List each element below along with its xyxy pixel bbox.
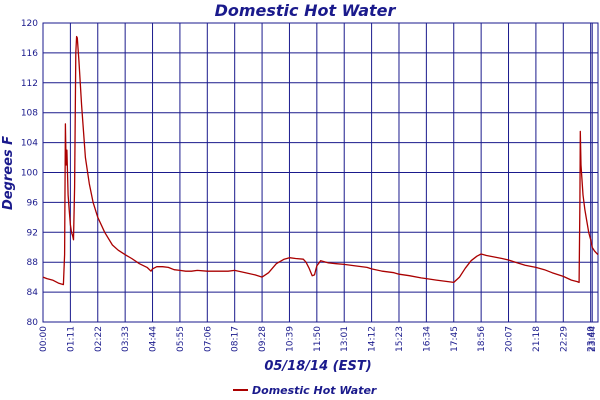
y-tick-label: 80 (27, 318, 39, 328)
x-tick-label: 23:40 (587, 326, 597, 352)
grid (42, 22, 598, 323)
x-tick-label: 02:22 (94, 326, 104, 352)
legend: Domestic Hot Water (233, 384, 377, 397)
y-axis-label: Degrees F (1, 136, 16, 210)
y-tick-label: 84 (27, 288, 39, 298)
series-layer (42, 35, 599, 286)
x-axis-label: 05/18/14 (EST) (264, 359, 371, 374)
x-tick-label: 10:39 (285, 326, 295, 352)
x-tick-label: 08:17 (231, 326, 241, 352)
x-tick-label: 04:44 (149, 326, 159, 352)
x-tick-label: 11:50 (313, 326, 323, 352)
y-tick-label: 88 (27, 258, 39, 268)
x-tick-label: 23:44 (588, 326, 598, 352)
plot-frame (42, 22, 599, 323)
x-tick-label: 22:29 (559, 326, 569, 352)
y-tick-label: 96 (27, 198, 39, 208)
y-tick-label: 104 (21, 139, 38, 149)
y-tick-label: 120 (21, 19, 38, 29)
y-axis-ticks: 80 84 88 92 96 100 104 108 112 116 120 (21, 19, 38, 328)
series-line-domestic-hot-water (42, 35, 599, 286)
x-tick-label: 14:12 (368, 326, 378, 352)
x-tick-label: 17:45 (450, 326, 460, 352)
y-tick-label: 108 (21, 109, 38, 119)
x-tick-label: 03:33 (121, 326, 131, 352)
y-tick-label: 112 (21, 79, 38, 89)
x-tick-label: 16:34 (422, 326, 432, 352)
x-tick-label: 00:00 (39, 326, 49, 352)
x-tick-label: 09:28 (258, 326, 268, 352)
legend-label: Domestic Hot Water (252, 384, 377, 397)
y-tick-label: 116 (21, 49, 38, 59)
x-tick-label: 13:01 (340, 326, 350, 352)
x-tick-label: 15:23 (395, 326, 405, 352)
y-tick-label: 100 (21, 169, 38, 179)
x-tick-label: 05:55 (176, 326, 186, 352)
x-axis-ticks: 00:00 01:11 02:22 03:33 04:44 05:55 07:06 08:17… (39, 326, 598, 352)
x-tick-label: 18:56 (477, 326, 487, 352)
x-tick-label: 21:18 (532, 326, 542, 352)
x-tick-label: 07:06 (203, 326, 213, 352)
chart-title: Domestic Hot Water (215, 1, 397, 20)
y-tick-label: 92 (27, 228, 38, 238)
x-tick-label: 01:11 (66, 326, 76, 352)
x-tick-label: 20:07 (505, 326, 515, 352)
